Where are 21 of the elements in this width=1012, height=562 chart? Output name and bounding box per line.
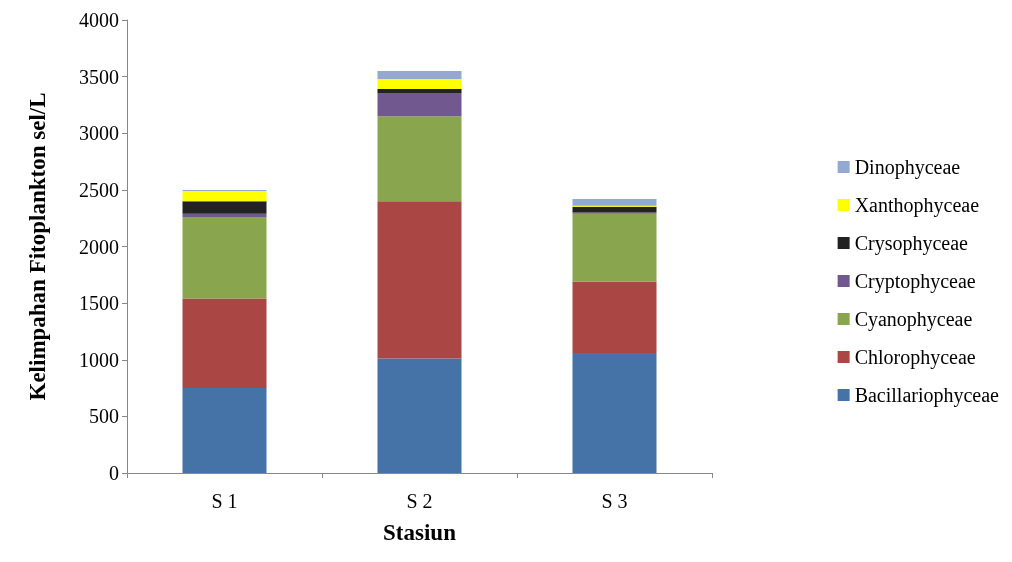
legend-label: Bacillariophyceae (854, 384, 1000, 407)
y-tick-label: 0 (109, 462, 119, 484)
y-tick-label: 1000 (79, 348, 119, 371)
legend-label: Dinophyceae (854, 156, 961, 179)
x-axis-title: Stasiun (383, 520, 457, 545)
x-tick-label: S 3 (601, 490, 628, 512)
legend-label: Chlorophyceae (854, 346, 976, 369)
y-tick-label: 1500 (79, 292, 119, 315)
y-tick-label: 2000 (79, 235, 119, 258)
x-tick-label: S 1 (211, 490, 238, 512)
y-tick-label: 500 (89, 405, 119, 428)
legend-label: Cryptophyceae (854, 270, 976, 293)
y-tick-label: 4000 (79, 9, 119, 31)
y-tick-label: 3500 (79, 65, 119, 88)
y-tick-label: 3000 (79, 122, 119, 145)
legend-label: Xanthophyceae (854, 194, 980, 217)
y-tick-label: 2500 (79, 178, 119, 201)
x-tick-label: S 2 (406, 490, 433, 512)
y-axis-title: Kelimpahan Fitoplankton sel/L (25, 92, 50, 401)
legend-label: Cyanophyceae (854, 308, 973, 331)
legend-label: Crysophyceae (854, 232, 969, 255)
